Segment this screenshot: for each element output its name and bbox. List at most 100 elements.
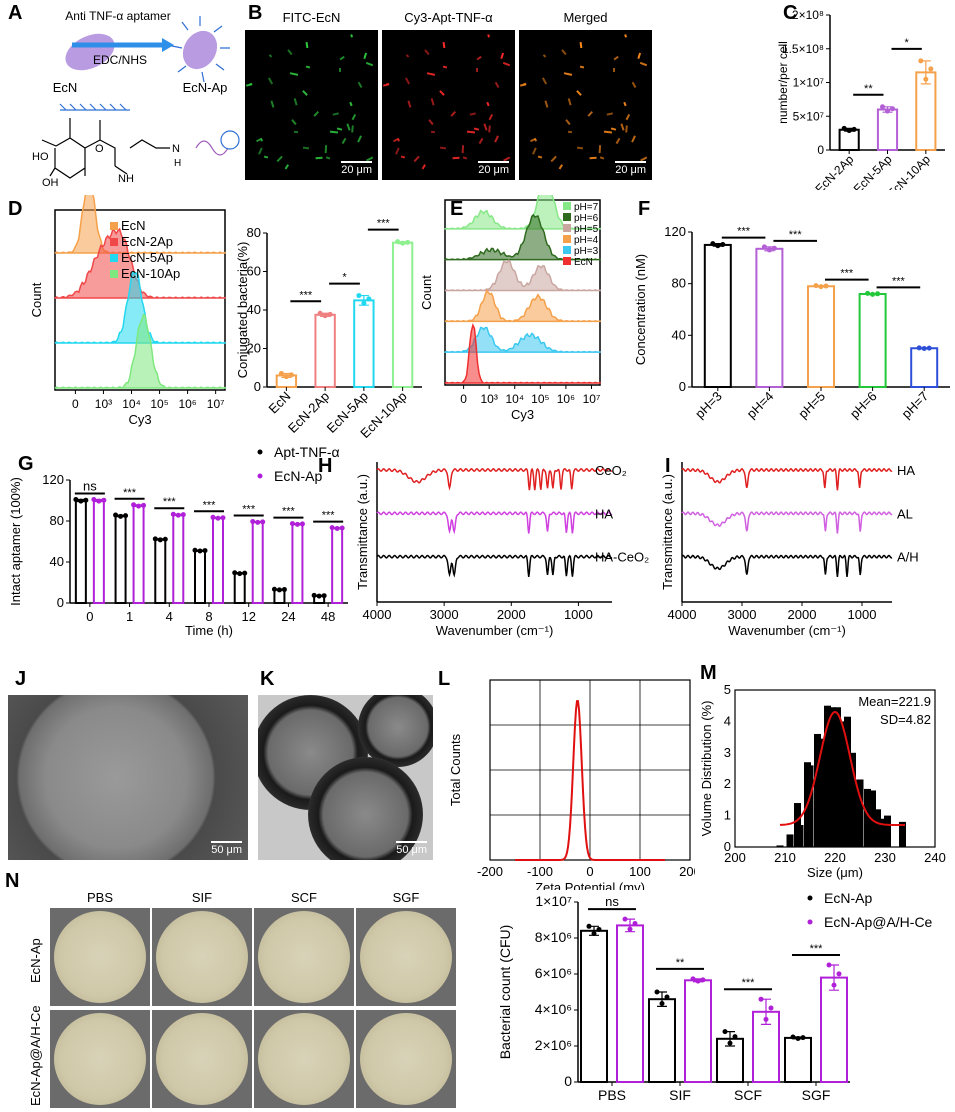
row-label: EcN-Ap bbox=[28, 938, 43, 983]
y-tick-label: 4 bbox=[724, 713, 731, 728]
x-tick-label: 220 bbox=[824, 850, 846, 865]
data-point bbox=[916, 345, 922, 351]
x-tick-label: PBS bbox=[598, 1087, 626, 1103]
cell-signal bbox=[476, 56, 482, 61]
cell-signal bbox=[442, 65, 447, 69]
panel-letter-c: C bbox=[783, 2, 798, 24]
legend-swatch bbox=[563, 257, 571, 265]
data-point bbox=[826, 962, 832, 968]
x-tick-label: 10⁵ bbox=[150, 397, 168, 411]
histogram-ridge bbox=[54, 195, 226, 254]
legend-label: EcN-Ap@A/H-Ce bbox=[824, 914, 933, 930]
histogram-bar bbox=[899, 821, 906, 847]
panel-d-histogram: 0 10³ 10⁴ 10⁵ 10⁶ 10⁷ Cy3 Count EcNEcN-2ApEcN-5A… bbox=[29, 195, 226, 427]
data-point bbox=[317, 310, 323, 316]
legend-label: Apt-TNF-α bbox=[274, 444, 340, 460]
data-point bbox=[395, 239, 401, 245]
scale-bar: 20 μm bbox=[341, 161, 372, 176]
cell-signal bbox=[503, 61, 511, 66]
cell-signal bbox=[486, 102, 490, 107]
gaussian-fit-curve bbox=[779, 710, 906, 827]
cell-signal bbox=[326, 155, 331, 160]
x-axis-label: Size (μm) bbox=[807, 865, 863, 880]
significance-label: *** bbox=[840, 268, 854, 280]
data-point bbox=[83, 497, 89, 503]
cell-signal bbox=[598, 145, 602, 153]
data-point bbox=[659, 1001, 665, 1007]
data-point bbox=[761, 244, 767, 250]
y-tick-label: 120 bbox=[42, 472, 64, 487]
significance-label: *** bbox=[299, 289, 313, 301]
y-tick-label: 1×10⁷ bbox=[535, 893, 572, 909]
data-point bbox=[715, 243, 721, 249]
plot-frame bbox=[444, 199, 601, 386]
cell-signal bbox=[302, 146, 309, 150]
legend-marker bbox=[257, 449, 263, 455]
y-axis-label: number/per cell bbox=[776, 41, 790, 124]
micrograph-fitc: 20 μm bbox=[245, 30, 378, 180]
petri-dish bbox=[356, 908, 456, 1006]
data-point bbox=[175, 512, 181, 518]
bar bbox=[616, 924, 644, 1084]
y-axis-label: Volume Distribution (%) bbox=[699, 701, 714, 837]
data-point bbox=[795, 1035, 801, 1041]
column-label: SCF bbox=[291, 890, 317, 905]
data-point bbox=[136, 503, 142, 509]
cell-signal bbox=[461, 145, 465, 153]
panel-letter-m: M bbox=[700, 662, 717, 684]
column-label: SIF bbox=[191, 890, 213, 905]
panel-letter-b: B bbox=[248, 2, 263, 24]
x-tick-label: 3000 bbox=[728, 607, 757, 622]
cell-signal bbox=[248, 82, 253, 85]
y-axis-label: Conjugated bacteria(%) bbox=[235, 242, 250, 379]
panel-letter-e: E bbox=[450, 198, 464, 220]
cell-signal bbox=[567, 98, 572, 106]
cell-signal bbox=[579, 41, 583, 49]
cell-signal bbox=[356, 134, 362, 143]
cell-signal bbox=[532, 147, 537, 155]
y-axis-label: Concentration (nM) bbox=[633, 254, 648, 365]
y-tick-label: 6×10⁶ bbox=[535, 965, 572, 981]
cell-signal bbox=[473, 127, 479, 131]
bar bbox=[251, 521, 264, 604]
cell-signal bbox=[630, 134, 636, 143]
x-tick-label: 3000 bbox=[430, 607, 459, 622]
histogram-ridge bbox=[444, 326, 601, 353]
cell-signal bbox=[604, 130, 613, 133]
y-tick-label: 1.5×10⁸ bbox=[782, 42, 824, 56]
bar bbox=[114, 514, 127, 604]
significance-label: ns bbox=[83, 478, 97, 493]
column-label: SGF bbox=[392, 890, 420, 905]
histogram-bar bbox=[849, 752, 856, 847]
x-tick-label: 1000 bbox=[848, 607, 877, 622]
data-point bbox=[627, 926, 633, 932]
y-axis-label: Count bbox=[420, 275, 434, 310]
x-tick-label: 240 bbox=[924, 850, 946, 865]
x-tick-label: SCF bbox=[734, 1087, 762, 1103]
significance-label: ** bbox=[864, 83, 873, 95]
significance-label: *** bbox=[322, 510, 336, 522]
stat-annotation: SD=4.82 bbox=[880, 712, 931, 727]
cell-signal bbox=[305, 41, 309, 49]
significance-label: *** bbox=[123, 487, 137, 499]
y-tick-label: 20 bbox=[247, 341, 261, 356]
cell-signal bbox=[424, 49, 430, 55]
petri-dish bbox=[50, 1010, 150, 1108]
data-point bbox=[846, 128, 852, 134]
data-point bbox=[851, 126, 857, 132]
y-tick-label: 5×10⁷ bbox=[793, 109, 824, 123]
legend-marker bbox=[807, 919, 813, 925]
data-point bbox=[141, 502, 147, 508]
bar bbox=[784, 1036, 812, 1083]
petri-dish bbox=[50, 908, 150, 1006]
zeta-curve bbox=[515, 700, 665, 861]
data-point bbox=[118, 513, 124, 519]
data-point bbox=[157, 537, 163, 543]
data-point bbox=[885, 108, 890, 114]
panel-letter-f: F bbox=[638, 198, 651, 220]
arrow-head-icon bbox=[162, 38, 174, 52]
cell-signal bbox=[362, 52, 367, 60]
significance-label: *** bbox=[810, 943, 824, 955]
ecn-ap-label: EcN-Ap bbox=[183, 80, 228, 95]
y-tick-label: 2×10⁸ bbox=[792, 8, 824, 22]
